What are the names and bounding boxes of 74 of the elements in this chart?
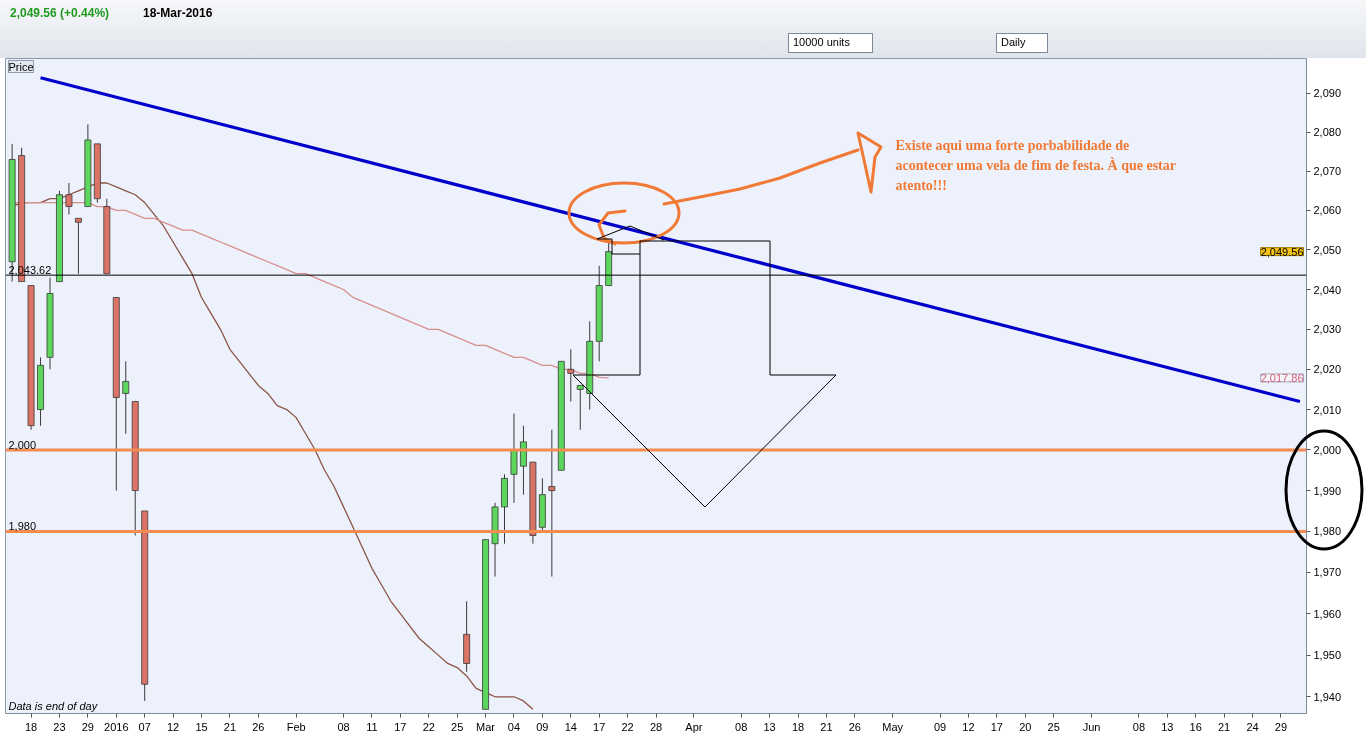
text: 10000 units <box>788 33 873 53</box>
annotation: 2,049.56 <box>1260 245 1304 258</box>
y-tick-label: 2,000 <box>1313 443 1342 456</box>
y-tick-label: 2,010 <box>1313 403 1342 416</box>
x-tick-label: 13 <box>763 720 776 733</box>
x-tick-label: 17 <box>394 720 407 733</box>
x-tick-label: 24 <box>1246 720 1259 733</box>
x-tick-label: 13 <box>1161 720 1174 733</box>
x-tick-label: 22 <box>422 720 435 733</box>
chart-title: 2,049.56 (+0.44%) <box>10 5 110 22</box>
x-tick-label: 08 <box>337 720 350 733</box>
x-tick-label: 26 <box>848 720 861 733</box>
candlestick <box>548 429 556 578</box>
x-tick-label: 09 <box>536 720 549 733</box>
x-tick-label: 18 <box>24 720 38 733</box>
candlestick <box>122 360 130 435</box>
y-tick-label: 2,070 <box>1313 165 1342 178</box>
x-tick-label: 21 <box>223 720 237 733</box>
candlestick <box>65 182 73 215</box>
x-tick-label: 23 <box>53 720 66 733</box>
x-tick-label: 11 <box>366 720 378 733</box>
chart-subtitle: 18-Mar-2016 <box>143 5 213 22</box>
x-tick-label: 07 <box>138 720 151 733</box>
y-tick-label: 1,980 <box>1313 525 1342 538</box>
y-tick-label: 1,940 <box>1313 690 1342 703</box>
x-tick-label: Jun <box>1082 720 1101 733</box>
x-tick-label: Mar <box>476 720 496 733</box>
y-tick-label: 2,060 <box>1313 204 1342 217</box>
y-tick-label: 1,990 <box>1313 484 1342 497</box>
y-tick-label: 1,960 <box>1313 607 1342 620</box>
x-tick-label: 20 <box>1019 720 1032 733</box>
y-tick-label: 1,970 <box>1313 566 1342 579</box>
x-tick-label: 22 <box>621 720 634 733</box>
y-tick-label: 1,950 <box>1313 649 1342 662</box>
y-tick-label: 2,080 <box>1313 126 1342 139</box>
y-tick-label: 2,050 <box>1313 243 1342 256</box>
x-tick-label: 26 <box>252 720 265 733</box>
ref-line-label: 2,000 <box>8 438 37 451</box>
x-tick-label: 08 <box>735 720 748 733</box>
x-tick-label: 28 <box>649 720 663 733</box>
x-tick-label: May <box>882 720 904 733</box>
x-tick-label: 08 <box>1132 720 1146 733</box>
x-tick-label: 09 <box>933 720 947 733</box>
text: Daily <box>996 33 1049 53</box>
x-tick-label: 12 <box>166 720 180 733</box>
annotation: Data is end of day <box>8 699 99 712</box>
ref-line-label: 1,980 <box>8 520 37 533</box>
x-tick-label: Apr <box>685 720 703 733</box>
x-tick-label: 12 <box>962 720 975 733</box>
x-tick-label: 04 <box>507 720 521 733</box>
x-tick-label: 2016 <box>104 720 129 733</box>
x-tick-label: 29 <box>1274 720 1288 733</box>
x-tick-label: 18 <box>791 720 805 733</box>
x-tick-label: 21 <box>820 720 833 733</box>
x-tick-label: 16 <box>1189 720 1202 733</box>
annotation: 2,017.86 <box>1260 371 1304 384</box>
x-tick-label: 17 <box>593 720 606 733</box>
annotation: Existe aqui uma forte porbabilidade de acontecer uma vela de fim de festa. À que estar atento!!! <box>895 137 1176 193</box>
x-tick-label: 17 <box>990 720 1004 733</box>
x-tick-label: 14 <box>564 720 577 733</box>
x-tick-label: 25 <box>1047 720 1060 733</box>
x-tick-label: 25 <box>451 720 464 733</box>
x-tick-label: 15 <box>195 720 208 733</box>
y-tick-label: 2,020 <box>1313 363 1342 376</box>
annotation: Price <box>8 60 34 73</box>
x-tick-label: 29 <box>81 720 95 733</box>
y-tick-label: 2,030 <box>1313 323 1342 336</box>
y-tick-label: 2,090 <box>1313 87 1342 100</box>
candlestick <box>567 348 575 402</box>
y-tick-label: 2,040 <box>1313 283 1342 296</box>
x-tick-label: Feb <box>286 720 306 733</box>
candlestick <box>74 217 82 275</box>
candlestick <box>576 384 584 431</box>
x-tick-label: 21 <box>1218 720 1231 733</box>
